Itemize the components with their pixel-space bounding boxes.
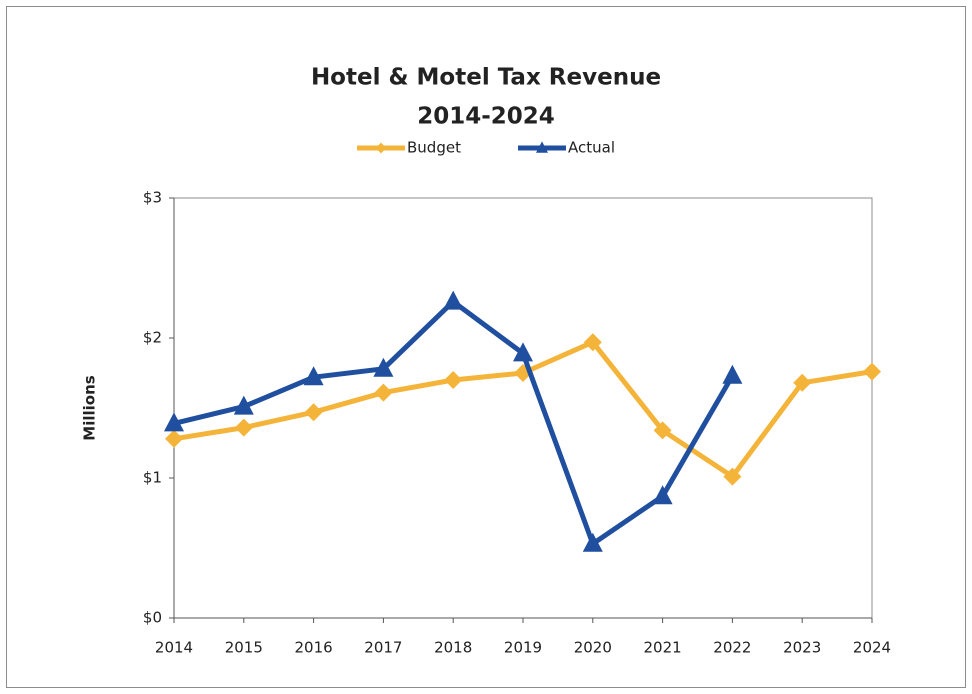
x-tick-label: 2023 [783,639,821,657]
data-point [793,373,812,392]
data-point [233,395,254,415]
y-tick-label: $2 [143,329,162,347]
x-tick-label: 2022 [713,639,751,657]
x-tick-label: 2020 [574,639,612,657]
legend-label: Budget [407,139,461,157]
data-point [234,418,253,437]
x-tick-label: 2018 [434,639,472,657]
y-tick-label: $3 [143,189,162,207]
data-point [373,357,394,377]
y-tick-label: $1 [143,469,162,487]
data-point [304,403,323,422]
data-point [443,290,464,310]
x-tick-label: 2015 [225,639,263,657]
data-point [164,412,184,432]
legend-label: Actual [568,139,615,157]
chart-frame [6,6,966,688]
x-tick-label: 2017 [364,639,402,657]
x-tick-label: 2021 [644,639,682,657]
y-tick-label: $0 [143,609,162,627]
data-point [722,364,743,384]
data-point [653,421,672,440]
data-point [374,383,393,402]
data-point [303,366,324,386]
x-tick-label: 2019 [504,639,542,657]
y-axis-title: Millions [81,375,99,440]
data-point [444,371,463,389]
data-point [723,467,742,486]
data-point [165,429,183,448]
chart-subtitle: 2014-2024 [417,104,555,130]
data-point [583,333,602,352]
x-tick-label: 2014 [155,639,193,657]
data-point [863,362,881,381]
data-point [582,532,603,552]
data-point [652,485,673,505]
data-point [513,342,533,362]
legend-marker [536,141,548,153]
x-tick-label: 2024 [853,639,891,657]
chart-title: Hotel & Motel Tax Revenue [311,65,661,91]
x-tick-label: 2016 [295,639,333,657]
